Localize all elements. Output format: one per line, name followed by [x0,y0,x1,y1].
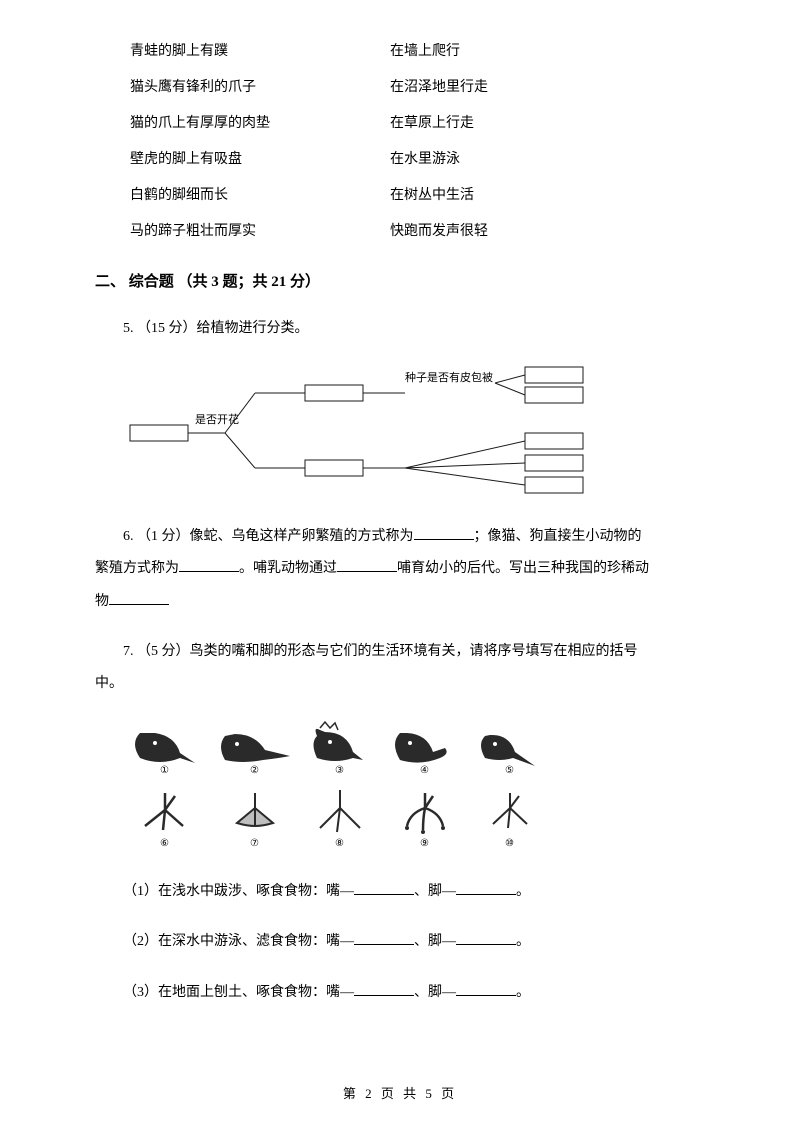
blank[interactable] [179,558,239,572]
match-right: 在草原上行走 [390,112,474,132]
bird-head-3: ③ [314,722,364,776]
blank[interactable] [456,881,516,895]
diagram-label-seed: 种子是否有皮包被 [405,370,493,384]
blank[interactable] [456,982,516,996]
svg-text:⑩: ⑩ [505,838,514,849]
q7-sub1-label: （1）在浅水中跋涉、啄食食物：嘴— [123,884,354,899]
q7-sub3-label: （3）在地面上刨土、啄食食物：嘴— [123,985,354,1000]
match-row: 白鹤的脚细而长 在树丛中生活 [130,184,705,204]
q6-p2: ；像猫、狗直接生小动物的 [474,529,642,544]
period: 。 [516,884,530,899]
svg-text:⑥: ⑥ [160,838,169,849]
match-left: 马的蹄子粗壮而厚实 [130,220,390,240]
q7-text-end: 中。 [95,668,705,700]
bird-head-4: ④ [395,733,447,776]
match-right: 在沼泽地里行走 [390,76,488,96]
svg-text:②: ② [250,765,259,776]
matching-table: 青蛙的脚上有蹼 在墙上爬行 猫头鹰有锋利的爪子 在沼泽地里行走 猫的爪上有厚厚的… [95,40,705,240]
foot-label: 、脚— [414,934,456,949]
blank[interactable] [354,931,414,945]
q7-sub2: （2）在深水中游泳、滤食食物：嘴— 、脚— 。 [95,926,705,958]
match-right: 在水里游泳 [390,148,460,168]
svg-text:③: ③ [335,765,344,776]
match-right: 快跑而发声很轻 [390,220,488,240]
diagram-label-flower: 是否开花 [195,413,239,426]
bird-head-1: ① [135,733,195,776]
svg-text:⑧: ⑧ [335,838,344,849]
blank[interactable] [354,982,414,996]
q7-sub1: （1）在浅水中跋涉、啄食食物：嘴— 、脚— 。 [95,876,705,908]
blank[interactable] [337,558,397,572]
match-row: 猫头鹰有锋利的爪子 在沼泽地里行走 [130,76,705,96]
svg-text:⑨: ⑨ [420,838,429,849]
svg-text:⑤: ⑤ [505,765,514,776]
period: 。 [516,934,530,949]
q6-p4: 。哺乳动物通过 [239,561,337,576]
svg-text:④: ④ [420,765,429,776]
q7-sub2-label: （2）在深水中游泳、滤食食物：嘴— [123,934,354,949]
q7-text: 7. （5 分）鸟类的嘴和脚的形态与它们的生活环境有关，请将序号填写在相应的括号 [95,636,705,668]
period: 。 [516,985,530,1000]
match-row: 猫的爪上有厚厚的肉垫 在草原上行走 [130,112,705,132]
svg-text:⑦: ⑦ [250,838,259,849]
match-row: 壁虎的脚上有吸盘 在水里游泳 [130,148,705,168]
match-left: 青蛙的脚上有蹼 [130,40,390,60]
question-7: 7. （5 分）鸟类的嘴和脚的形态与它们的生活环境有关，请将序号填写在相应的括号… [95,636,705,700]
question-5-text: 5. （15 分）给植物进行分类。 [95,313,705,345]
bird-foot-9: ⑨ [405,793,445,849]
foot-label: 、脚— [414,985,456,1000]
bird-head-2: ② [221,734,290,776]
q6-p5: 哺育幼小的后代。写出三种我国的珍稀动 [397,561,649,576]
blank[interactable] [414,526,474,540]
question-6: 6. （1 分）像蛇、乌龟这样产卵繁殖的方式称为 ；像猫、狗直接生小动物的 繁殖方… [95,521,705,618]
match-left: 壁虎的脚上有吸盘 [130,148,390,168]
bird-foot-8: ⑧ [320,790,360,849]
bird-images: ① ② ③ ④ ⑤ ⑥ ⑦ [125,718,605,858]
match-left: 猫的爪上有厚厚的肉垫 [130,112,390,132]
match-row: 青蛙的脚上有蹼 在墙上爬行 [130,40,705,60]
bird-foot-6: ⑥ [145,793,183,849]
bird-foot-10: ⑩ [493,793,527,849]
blank[interactable] [354,881,414,895]
match-right: 在墙上爬行 [390,40,460,60]
match-left: 猫头鹰有锋利的爪子 [130,76,390,96]
bird-head-5: ⑤ [481,735,535,776]
q6-p3: 繁殖方式称为 [95,561,179,576]
blank[interactable] [109,591,169,605]
bird-foot-7: ⑦ [237,793,273,849]
foot-label: 、脚— [414,884,456,899]
match-row: 马的蹄子粗壮而厚实 快跑而发声很轻 [130,220,705,240]
q6-p1: 6. （1 分）像蛇、乌龟这样产卵繁殖的方式称为 [95,521,414,553]
svg-text:①: ① [160,765,169,776]
q7-sub3: （3）在地面上刨土、啄食食物：嘴— 、脚— 。 [95,977,705,1009]
q6-p6: 物 [95,594,109,609]
section-header: 二、 综合题 （共 3 题；共 21 分） [95,270,705,291]
match-right: 在树丛中生活 [390,184,474,204]
blank[interactable] [456,931,516,945]
page-footer: 第 2 页 共 5 页 [0,1083,800,1102]
match-left: 白鹤的脚细而长 [130,184,390,204]
classification-diagram: 是否开花 种子是否有皮包被 [125,363,685,503]
